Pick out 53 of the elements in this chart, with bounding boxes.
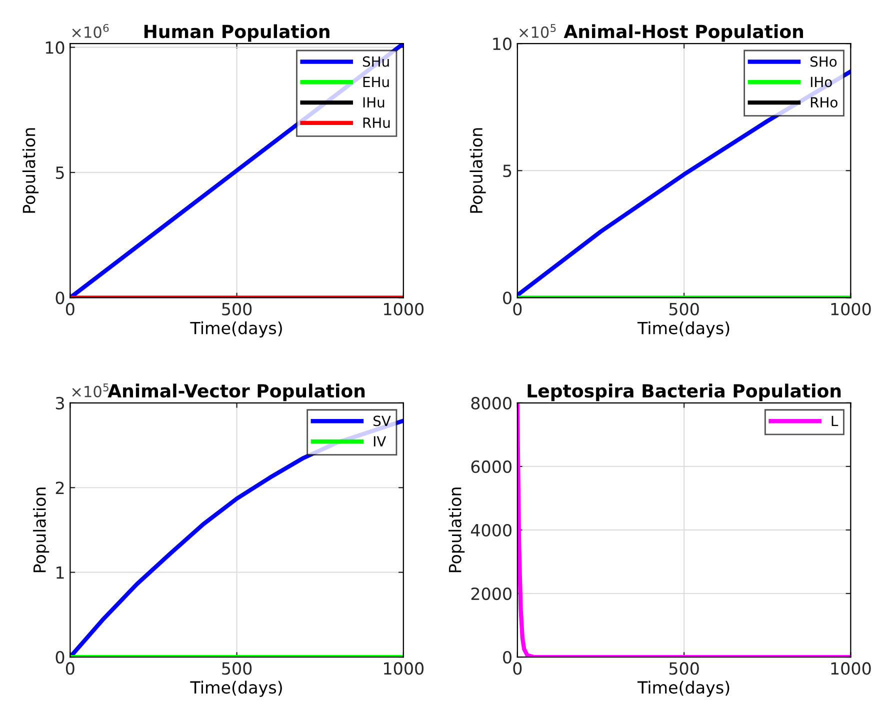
y-tick-label: 10 bbox=[493, 38, 512, 50]
y-axis-title: Population bbox=[33, 488, 50, 572]
y-tick-label: 3 bbox=[56, 396, 64, 410]
y-tick-label: 0 bbox=[503, 650, 512, 664]
legend-label: IV bbox=[374, 436, 386, 446]
text: ×10$^{5}$ bbox=[520, 24, 556, 38]
y-tick-label: 8000 bbox=[471, 396, 512, 410]
text: ×10$^{6}$ bbox=[72, 24, 109, 38]
y-tick-label: 2 bbox=[56, 482, 64, 494]
y-tick-label: 0 bbox=[56, 292, 64, 304]
y-tick-label: 5 bbox=[503, 164, 512, 178]
chart-title: Animal-Vector Population bbox=[108, 384, 365, 402]
x-axis-title: Time(days) bbox=[637, 680, 730, 697]
y-tick-label: 1 bbox=[56, 566, 64, 579]
legend-label: L bbox=[832, 416, 838, 426]
y-tick-label: 0 bbox=[503, 292, 512, 304]
y-axis-title: Population bbox=[448, 488, 465, 572]
y-tick-label: 5 bbox=[56, 166, 64, 180]
y-tick-label: 10 bbox=[46, 41, 64, 54]
y-tick-label: 6000 bbox=[471, 460, 512, 474]
legend-label: IHu bbox=[363, 97, 384, 108]
y-tick-label: 0 bbox=[56, 650, 64, 664]
legend-label: RHo bbox=[810, 97, 838, 108]
y-tick-label: 2000 bbox=[471, 587, 512, 600]
chart-title: Human Population bbox=[144, 24, 330, 42]
x-tick-label: 1000 bbox=[831, 302, 871, 316]
legend-label: SHo bbox=[810, 56, 837, 67]
x-tick-label: 500 bbox=[222, 302, 252, 316]
line-series bbox=[517, 402, 851, 658]
x-tick-label: 0 bbox=[66, 662, 74, 675]
y-axis-title: Population bbox=[22, 128, 39, 213]
chart-title: Leptospira Bacteria Population bbox=[528, 384, 841, 402]
x-tick-label: 500 bbox=[669, 302, 699, 316]
x-tick-label: 500 bbox=[222, 662, 252, 675]
x-tick-label: 0 bbox=[513, 302, 522, 316]
legend-label: EHu bbox=[363, 76, 389, 88]
text: ×10$^{5}$ bbox=[72, 383, 108, 398]
x-axis-title: Time(days) bbox=[190, 321, 282, 338]
y-axis-title: Population bbox=[470, 128, 486, 213]
x-tick-label: 1000 bbox=[384, 662, 424, 675]
legend-label: SHu bbox=[362, 56, 389, 67]
y-tick-label: 4000 bbox=[470, 524, 512, 537]
x-axis-title: Time(days) bbox=[637, 321, 730, 338]
x-tick-label: 0 bbox=[66, 302, 74, 316]
x-tick-label: 1000 bbox=[384, 302, 424, 316]
legend-label: RHu bbox=[363, 118, 390, 128]
legend-label: IHo bbox=[810, 76, 832, 88]
x-tick-label: 500 bbox=[669, 662, 699, 675]
x-tick-label: 0 bbox=[513, 662, 522, 675]
chart-title: Animal-Host Population bbox=[564, 24, 804, 42]
x-axis-title: Time(days) bbox=[190, 680, 282, 697]
x-tick-label: 1000 bbox=[831, 662, 871, 675]
legend-label: SV bbox=[374, 416, 391, 426]
